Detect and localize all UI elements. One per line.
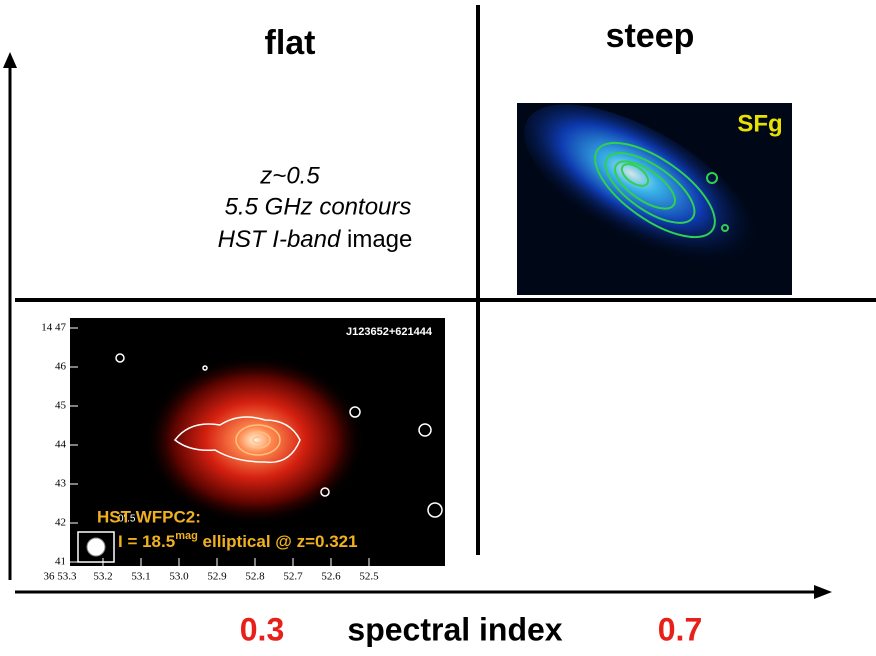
sfg-label: SFg [737, 110, 782, 137]
note-part: I = 18.5 [118, 532, 175, 551]
y-tick-label: 43 [55, 478, 67, 490]
axis-high: 0.7 [658, 611, 702, 647]
y-tick-label: 46 [55, 361, 67, 373]
x-tick-label: 53.0 [169, 571, 189, 583]
x-tick-label: 52.8 [245, 571, 265, 583]
axis-low: 0.3 [240, 611, 284, 647]
elliptical-image: J123652+621444 0".5 HST WFPC2: I = 18.5m… [41, 318, 445, 583]
x-tick-label: 52.5 [359, 571, 379, 583]
header-flat: flat [265, 24, 316, 62]
header-steep: steep [606, 17, 695, 55]
sfg-image: SFg [500, 72, 792, 297]
note: HST WFPC2: [97, 507, 201, 526]
note-part: elliptical @ z=0.321 [198, 532, 358, 551]
x-tick-label: 52.9 [207, 571, 227, 583]
note: I = 18.5mag elliptical @ z=0.321 [118, 530, 358, 552]
x-arrow-head [814, 585, 832, 599]
page: flat steep z~0.5 5.5 GHz contours HST I-… [0, 0, 876, 656]
slide: flat steep z~0.5 5.5 GHz contours HST I-… [0, 0, 876, 651]
caption-line: z~0.5 [259, 162, 320, 189]
y-tick-label: 14 47 [41, 322, 66, 334]
y-arrow-head [3, 52, 17, 68]
y-tick-label: 44 [55, 439, 67, 451]
note-sup: mag [175, 530, 198, 542]
axis-label: spectral index [347, 611, 562, 647]
x-tick-label: 52.6 [321, 571, 341, 583]
x-tick-label: 53.2 [93, 571, 112, 583]
x-tick-label: 36 53.3 [44, 571, 78, 583]
x-tick-label: 52.7 [283, 571, 303, 583]
y-tick-label: 45 [55, 400, 67, 412]
caption-line: HST I-band image [218, 226, 413, 253]
y-tick-label: 41 [55, 556, 66, 568]
caption-rest: image [340, 226, 412, 253]
source-id: J123652+621444 [346, 326, 433, 338]
caption-line: 5.5 GHz contours [225, 193, 412, 220]
caption-italic: HST I-band [218, 226, 341, 253]
y-tick-label: 42 [55, 517, 66, 529]
x-tick-label: 53.1 [131, 571, 150, 583]
